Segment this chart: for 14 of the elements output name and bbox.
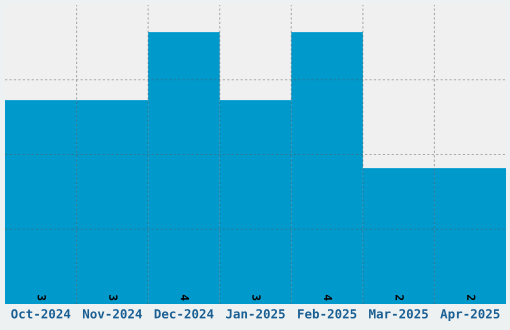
x-tick-label: Feb-2025: [298, 308, 356, 319]
x-tick-label: Nov-2024: [82, 309, 142, 319]
data-label: 3: [38, 295, 46, 300]
data-label: 4: [324, 294, 332, 301]
data-label: 2: [467, 294, 476, 300]
data-label: 2: [396, 294, 404, 300]
x-tick-label: Oct-2024: [11, 309, 70, 319]
data-label: 4: [180, 294, 189, 301]
x-tick-label: Apr-2025: [440, 309, 500, 321]
data-label: 3: [109, 295, 118, 300]
x-tick-label: Mar-2025: [369, 309, 428, 319]
data-label: 3: [252, 295, 261, 300]
x-tick-label: Dec-2024: [154, 309, 214, 319]
x-tick-label: Jan-2025: [226, 309, 285, 319]
